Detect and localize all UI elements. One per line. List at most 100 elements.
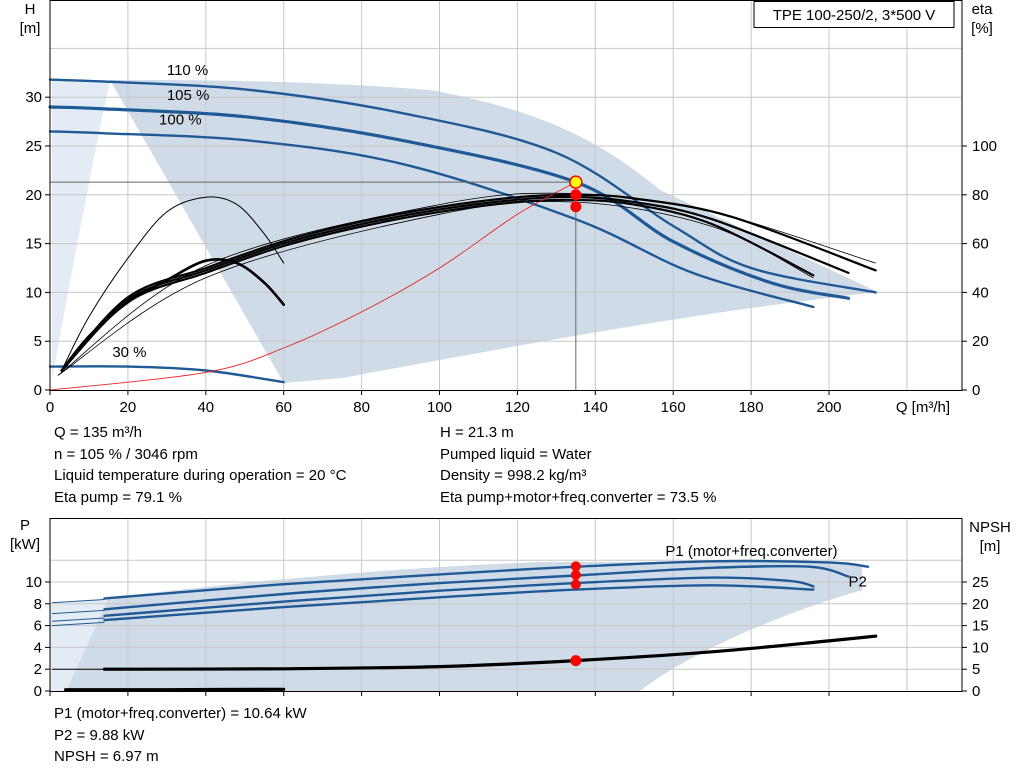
x-tick-label: 60 xyxy=(275,399,292,416)
y2-tick-label: 60 xyxy=(972,236,989,253)
duty-info-right: H = 21.3 m Pumped liquid = Water Density… xyxy=(440,422,716,508)
curve-label: 100 % xyxy=(159,112,202,129)
y2-tick-label: 100 xyxy=(972,138,997,155)
chart-title: TPE 100-250/2, 3*500 V xyxy=(773,7,936,24)
y-axis-label: [m] xyxy=(20,20,41,37)
y2-axis-label: eta xyxy=(972,1,994,18)
duty-marker-eta-total xyxy=(570,201,582,213)
p-tick-label: 0 xyxy=(34,683,42,700)
title-box xyxy=(753,1,955,28)
head-curve-2 xyxy=(48,130,815,309)
duty-info-left: Q = 135 m³/h n = 105 % / 3046 rpm Liquid… xyxy=(54,422,346,508)
npsh-tick-label: 5 xyxy=(972,661,980,678)
y2-tick-label: 0 xyxy=(972,382,980,399)
power-leadin-0 xyxy=(51,598,105,604)
head-curve-3 xyxy=(48,365,285,384)
npsh-tick-label: 20 xyxy=(972,596,989,613)
x-tick-label: 100 xyxy=(427,399,452,416)
y-axis-label: H xyxy=(25,1,36,18)
x-tick-label: 80 xyxy=(353,399,370,416)
curve-label: P2 xyxy=(848,573,866,590)
head-leadin-105 xyxy=(51,106,109,110)
head-curve-1 xyxy=(48,105,851,300)
x-tick-label: 180 xyxy=(739,399,764,416)
eta-total-readout: Eta pump+motor+freq.converter = 73.5 % xyxy=(440,488,717,506)
npsh-tick-label: 0 xyxy=(972,683,980,700)
duty-marker-head xyxy=(569,175,583,189)
bottom-light-region xyxy=(50,598,108,691)
x-tick-label: 140 xyxy=(583,399,608,416)
npsh-tick-label: 10 xyxy=(972,639,989,656)
y2-axis-label: [%] xyxy=(971,20,993,37)
y-tick-label: 0 xyxy=(34,382,42,399)
p-tick-label: 8 xyxy=(34,596,42,613)
power-leadin-3 xyxy=(51,621,105,627)
npsh-curve-4 xyxy=(102,634,878,671)
pumped-liquid-readout: Pumped liquid = Water xyxy=(440,445,592,463)
power-leadin-1 xyxy=(51,609,105,615)
p2-curve-2 xyxy=(103,576,815,617)
y2-tick-label: 40 xyxy=(972,284,989,301)
x-axis-label: Q [m³/h] xyxy=(896,399,950,416)
p-axis-label: [kW] xyxy=(10,536,40,553)
head-leadin-110 xyxy=(51,79,109,83)
eta-curve-8 xyxy=(61,196,285,371)
curve-label: P1 (motor+freq.converter) xyxy=(665,543,837,560)
npsh-axis-label: NPSH xyxy=(969,519,1011,536)
p1-curve-1 xyxy=(103,564,850,611)
duty-marker-p1 xyxy=(570,570,581,581)
eta-curve-5 xyxy=(60,195,850,372)
head-readout: H = 21.3 m xyxy=(440,424,514,441)
y-tick-label: 15 xyxy=(25,236,42,253)
y-tick-label: 20 xyxy=(25,187,42,204)
p1-curve-0 xyxy=(103,559,870,600)
duty-marker-npsh xyxy=(570,655,582,667)
speed-readout: n = 105 % / 3046 rpm xyxy=(54,445,198,463)
eta-curve-4 xyxy=(60,198,815,372)
flow-readout: Q = 135 m³/h xyxy=(54,424,142,441)
curve-label: 30 % xyxy=(112,344,146,361)
y-tick-label: 10 xyxy=(25,284,42,301)
y2-tick-label: 20 xyxy=(972,333,989,350)
x-tick-label: 0 xyxy=(46,399,54,416)
duty-marker-p2 xyxy=(570,579,581,590)
p-tick-label: 10 xyxy=(25,574,42,591)
x-tick-label: 20 xyxy=(120,399,137,416)
y2-tick-label: 80 xyxy=(972,187,989,204)
npsh-readout: NPSH = 6.97 m xyxy=(54,748,159,765)
npsh-tick-label: 25 xyxy=(972,574,989,591)
y-tick-label: 25 xyxy=(25,138,42,155)
duty-marker-p1-upper xyxy=(570,561,581,572)
liquid-temperature-readout: Liquid temperature during operation = 20… xyxy=(54,467,347,484)
p-tick-label: 2 xyxy=(34,661,42,678)
y-tick-label: 30 xyxy=(25,89,42,106)
density-readout: Density = 998.2 kg/m³ xyxy=(440,467,587,484)
p2-readout: P2 = 9.88 kW xyxy=(54,726,145,744)
x-tick-label: 120 xyxy=(505,399,530,416)
bottom-operating-region xyxy=(66,562,862,691)
power-leadin-2 xyxy=(51,617,105,622)
duty-marker-eta-pump xyxy=(570,189,582,201)
x-tick-label: 160 xyxy=(661,399,686,416)
bottom-plot-frame xyxy=(49,518,963,692)
top-light-region xyxy=(52,80,110,380)
top-plot-frame xyxy=(49,0,963,391)
p2-curve-3 xyxy=(103,584,815,622)
npsh-tick-label: 15 xyxy=(972,618,989,635)
eta-curve-7 xyxy=(60,257,285,372)
x-tick-label: 200 xyxy=(816,399,841,416)
eta-envelope-upper xyxy=(57,192,876,376)
top-operating-region xyxy=(110,80,878,383)
system-curve-9 xyxy=(49,181,577,391)
p-tick-label: 6 xyxy=(34,618,42,635)
y-tick-label: 5 xyxy=(34,333,42,350)
p-axis-label: P xyxy=(20,517,30,534)
p-tick-label: 4 xyxy=(34,639,42,656)
curve-label: 110 % xyxy=(167,62,208,79)
eta-pump-readout: Eta pump = 79.1 % xyxy=(54,488,182,506)
npsh-axis-label: [m] xyxy=(980,538,1001,555)
curve-label: 105 % xyxy=(167,87,210,104)
power-info: P1 (motor+freq.converter) = 10.64 kW P2 … xyxy=(54,703,307,768)
x-tick-label: 40 xyxy=(197,399,214,416)
